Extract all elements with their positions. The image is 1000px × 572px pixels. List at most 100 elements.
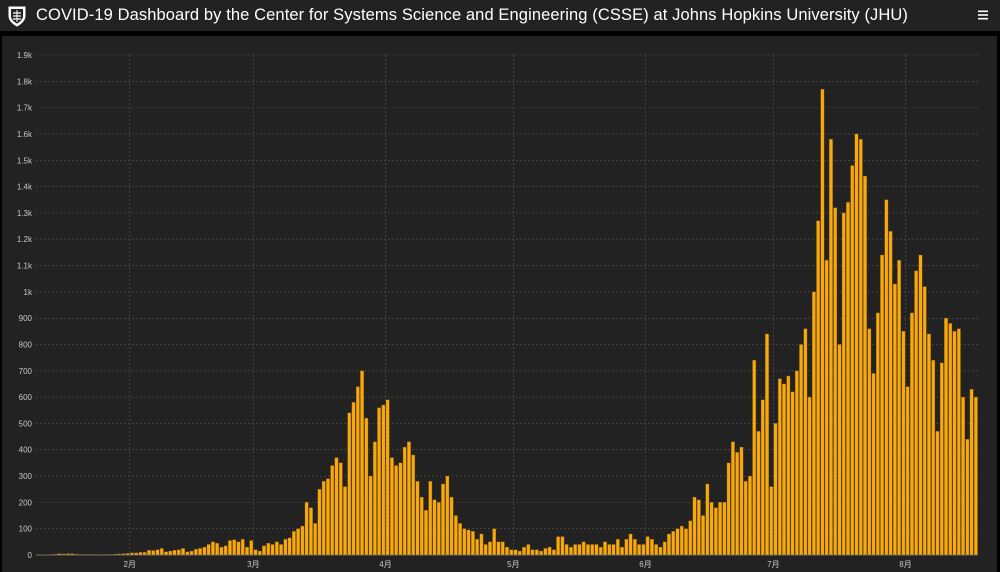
bar[interactable] (257, 550, 262, 556)
bar[interactable] (948, 323, 953, 556)
bar[interactable] (475, 539, 479, 556)
bar[interactable] (850, 165, 855, 556)
bar[interactable] (479, 533, 484, 556)
bar[interactable] (918, 254, 923, 556)
bar[interactable] (483, 544, 488, 556)
bar[interactable] (151, 550, 156, 556)
bar[interactable] (330, 465, 335, 556)
bar[interactable] (969, 389, 974, 556)
bar[interactable] (590, 544, 595, 556)
bar[interactable] (313, 523, 318, 556)
bar[interactable] (581, 541, 586, 556)
bar[interactable] (756, 431, 761, 556)
bar[interactable] (956, 328, 961, 556)
bar[interactable] (633, 539, 637, 556)
bar[interactable] (615, 539, 620, 556)
bar[interactable] (961, 396, 965, 556)
bar[interactable] (671, 531, 676, 556)
bar[interactable] (829, 139, 833, 556)
bar[interactable] (274, 541, 279, 556)
bar[interactable] (820, 89, 825, 556)
bar[interactable] (385, 399, 390, 556)
bar[interactable] (228, 540, 232, 556)
bar[interactable] (211, 541, 215, 556)
bar[interactable] (552, 549, 556, 556)
bar[interactable] (189, 550, 194, 556)
bar[interactable] (846, 202, 850, 556)
bar[interactable] (628, 533, 633, 556)
bar[interactable] (564, 544, 569, 556)
bar[interactable] (974, 396, 978, 556)
bar[interactable] (262, 545, 266, 556)
bar[interactable] (309, 507, 313, 556)
bar[interactable] (492, 528, 497, 556)
bar[interactable] (488, 541, 492, 556)
bar[interactable] (624, 539, 629, 556)
bar[interactable] (871, 373, 876, 556)
bar[interactable] (803, 328, 808, 556)
bar[interactable] (377, 407, 381, 556)
bar[interactable] (543, 548, 548, 556)
bar[interactable] (637, 544, 641, 556)
bar[interactable] (837, 344, 842, 556)
bar[interactable] (760, 399, 765, 556)
bar[interactable] (496, 541, 501, 556)
bar[interactable] (662, 541, 667, 556)
bar[interactable] (807, 396, 812, 556)
bar[interactable] (176, 549, 181, 556)
bar[interactable] (620, 546, 624, 556)
bar[interactable] (436, 502, 441, 556)
bar[interactable] (411, 454, 416, 556)
bar[interactable] (645, 536, 650, 556)
bar[interactable] (863, 175, 867, 556)
bar[interactable] (355, 386, 360, 556)
bar[interactable] (390, 457, 394, 556)
bar[interactable] (424, 510, 428, 556)
bar[interactable] (547, 546, 552, 556)
bar[interactable] (684, 528, 688, 556)
bar[interactable] (240, 539, 245, 556)
bar[interactable] (965, 439, 970, 556)
bar[interactable] (752, 360, 757, 556)
bar[interactable] (594, 544, 599, 556)
bar[interactable] (722, 502, 727, 556)
bar[interactable] (556, 536, 560, 556)
bar[interactable] (215, 543, 219, 556)
bar[interactable] (705, 483, 710, 556)
daily-cases-bar-chart[interactable]: 0 100 200 300 400 500 600 700 800 900 1k 1.1k 1.2k 1.… (2, 36, 997, 572)
bar[interactable] (232, 539, 237, 556)
bar[interactable] (854, 133, 859, 556)
bar[interactable] (266, 543, 271, 556)
bar[interactable] (398, 462, 403, 556)
bar[interactable] (198, 548, 202, 556)
bar[interactable] (415, 481, 420, 556)
bar[interactable] (338, 462, 343, 556)
bar[interactable] (249, 540, 254, 556)
bar[interactable] (368, 475, 373, 556)
bar[interactable] (283, 539, 288, 556)
bar[interactable] (194, 549, 198, 556)
bar[interactable] (296, 528, 300, 556)
bar[interactable] (893, 283, 897, 556)
bar[interactable] (714, 507, 718, 556)
bar[interactable] (159, 548, 164, 556)
bar[interactable] (577, 544, 582, 556)
bar[interactable] (500, 541, 505, 556)
bar[interactable] (432, 499, 437, 556)
bar[interactable] (373, 441, 377, 556)
bar[interactable] (509, 549, 514, 556)
bar[interactable] (667, 533, 671, 556)
bar[interactable] (952, 331, 957, 556)
bar[interactable] (287, 537, 292, 556)
bar[interactable] (927, 333, 931, 556)
bar[interactable] (206, 544, 211, 556)
bar[interactable] (402, 446, 407, 556)
bar[interactable] (790, 391, 795, 556)
bar[interactable] (692, 496, 697, 556)
bar[interactable] (641, 544, 646, 556)
bar[interactable] (888, 231, 893, 556)
bar[interactable] (867, 328, 872, 556)
bar[interactable] (795, 370, 799, 556)
bar[interactable] (769, 486, 774, 556)
bar[interactable] (462, 528, 467, 556)
